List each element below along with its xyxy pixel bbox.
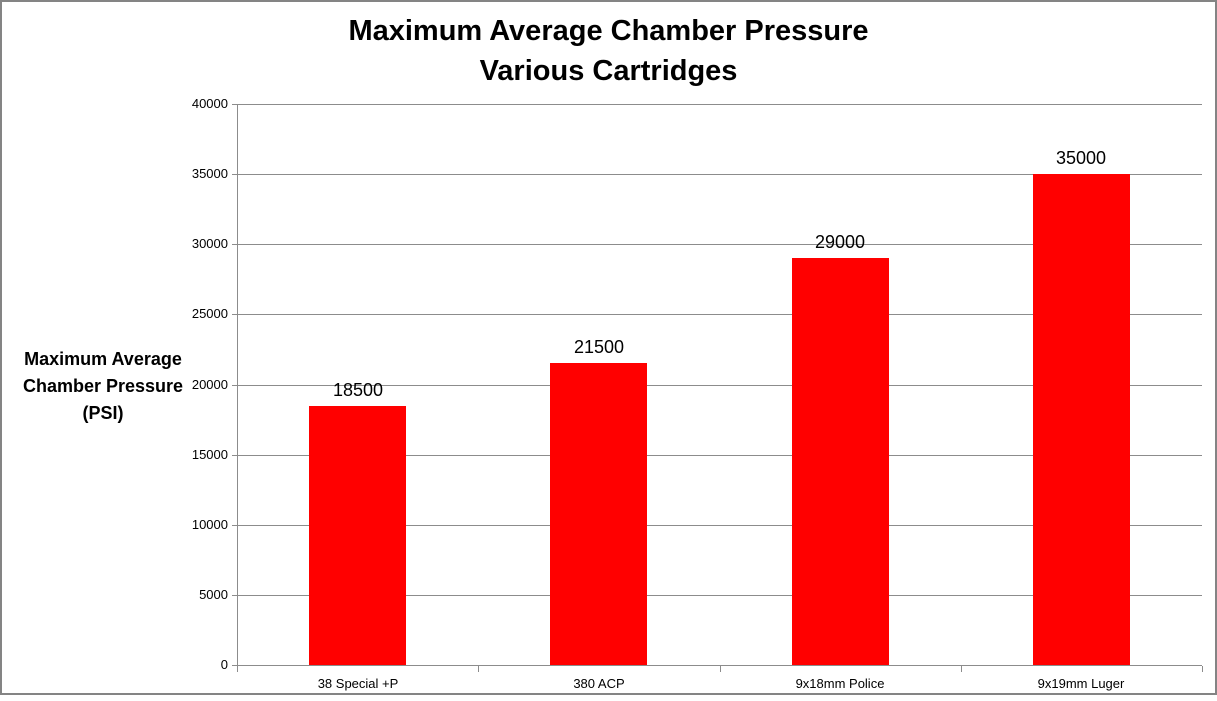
y-axis-tick-label-5000: 5000 — [199, 587, 228, 602]
category-label-9x19mm Luger: 9x19mm Luger — [1037, 676, 1125, 691]
gridline-40000 — [237, 104, 1202, 105]
gridline-20000 — [237, 385, 1202, 386]
bar-value-label-380 ACP: 21500 — [573, 337, 625, 357]
category-label-9x18mm Police: 9x18mm Police — [795, 676, 885, 691]
chart-title: Maximum Average Chamber Pressure Various… — [0, 11, 1217, 91]
y-axis-tick-label-20000: 20000 — [191, 377, 228, 392]
y-axis-tick-label-40000: 40000 — [191, 96, 228, 111]
bar-value-label-38 Special +P: 18500 — [332, 380, 384, 400]
y-axis-tick-15000 — [232, 455, 237, 456]
gridline-5000 — [237, 595, 1202, 596]
y-axis-title-line2: Chamber Pressure — [22, 376, 184, 396]
y-axis-title-line3: (PSI) — [82, 403, 124, 423]
category-label-38 Special +P: 38 Special +P — [317, 676, 399, 691]
bar-value-label-9x18mm Police: 29000 — [814, 232, 866, 252]
y-axis-tick-25000 — [232, 314, 237, 315]
y-axis-title: Maximum Average Chamber Pressure (PSI) — [0, 346, 206, 427]
x-axis-tick-2 — [720, 666, 721, 672]
gridline-15000 — [237, 455, 1202, 456]
y-axis-tick-40000 — [232, 104, 237, 105]
y-axis-tick-5000 — [232, 595, 237, 596]
bar-value-label-9x19mm Luger: 35000 — [1055, 148, 1107, 168]
y-axis-tick-label-10000: 10000 — [191, 517, 228, 532]
gridline-35000 — [237, 174, 1202, 175]
y-axis-title-line1: Maximum Average — [24, 349, 182, 369]
y-axis-tick-30000 — [232, 244, 237, 245]
bar-9x19mm Luger — [1033, 174, 1130, 665]
x-axis-line — [237, 665, 1202, 666]
x-axis-tick-4 — [1202, 666, 1203, 672]
y-axis-tick-label-15000: 15000 — [191, 447, 228, 462]
gridline-30000 — [237, 244, 1202, 245]
y-axis-tick-label-30000: 30000 — [191, 236, 228, 251]
x-axis-tick-0 — [237, 666, 238, 672]
y-axis-tick-label-35000: 35000 — [191, 166, 228, 181]
x-axis-tick-1 — [478, 666, 479, 672]
gridline-25000 — [237, 314, 1202, 315]
gridline-10000 — [237, 525, 1202, 526]
bar-380 ACP — [550, 363, 647, 665]
chart-title-line1: Maximum Average Chamber Pressure — [348, 15, 869, 47]
category-label-380 ACP: 380 ACP — [573, 676, 625, 691]
y-axis-tick-0 — [232, 665, 237, 666]
x-axis-tick-3 — [961, 666, 962, 672]
bar-9x18mm Police — [792, 258, 889, 665]
y-axis-tick-20000 — [232, 385, 237, 386]
y-axis-tick-label-0: 0 — [220, 657, 228, 672]
y-axis-tick-10000 — [232, 525, 237, 526]
bar-38 Special +P — [309, 406, 406, 665]
y-axis-tick-label-25000: 25000 — [191, 306, 228, 321]
y-axis-line — [237, 104, 238, 666]
y-axis-tick-35000 — [232, 174, 237, 175]
chart-title-line2: Various Cartridges — [479, 55, 738, 87]
